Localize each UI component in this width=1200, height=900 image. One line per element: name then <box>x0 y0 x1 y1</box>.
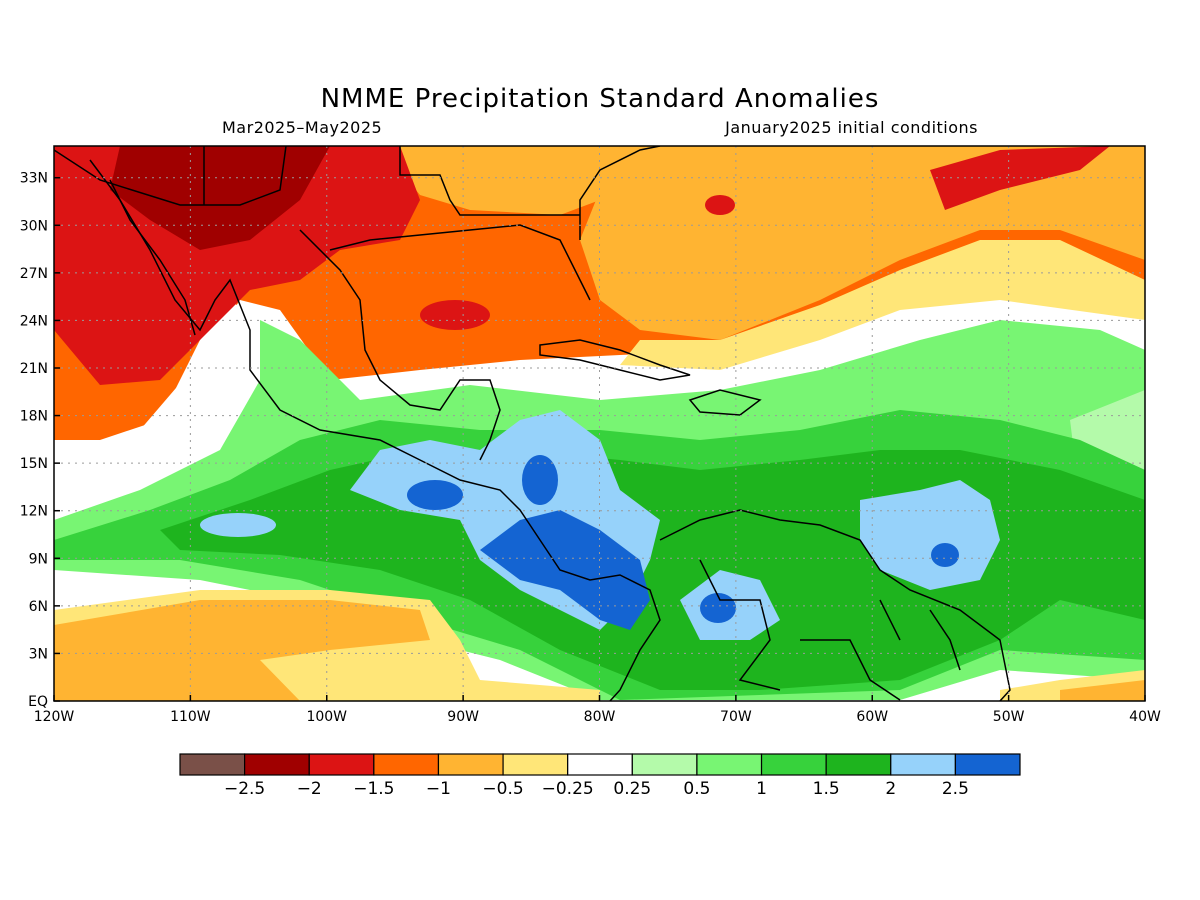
lon-tick-label: 110W <box>170 709 211 725</box>
lat-tick-label: 12N <box>20 504 48 520</box>
lon-tick-label: 50W <box>993 709 1025 725</box>
colorbar-swatch <box>631 753 698 776</box>
coastlines <box>54 146 1011 701</box>
grid <box>54 146 1145 701</box>
colorbar-label: −0.25 <box>542 779 594 799</box>
colorbar-label: 1.5 <box>813 779 840 799</box>
colorbar-label: −2.5 <box>224 779 265 799</box>
coastline-south-america <box>659 509 1011 701</box>
lon-tick-label: 60W <box>856 709 888 725</box>
lon-tick-label: 70W <box>720 709 752 725</box>
longitude-axis: 120W 110W 100W 90W 80W 70W 60W 50W 40W <box>34 695 1161 725</box>
colorbar-swatch <box>696 753 763 776</box>
region-lightblue-pacific <box>200 513 276 537</box>
lat-tick-label: 30N <box>20 218 48 234</box>
colorbar-swatch <box>954 753 1021 776</box>
region-blue-caribbean <box>522 455 558 505</box>
region-lightorange-atlantic <box>580 146 1145 340</box>
lon-tick-label: 120W <box>34 709 75 725</box>
region-red-atlantic-spot <box>705 195 735 215</box>
region-blue-honduras <box>407 480 463 510</box>
coastline-gulf <box>299 229 501 461</box>
lon-tick-label: 40W <box>1129 709 1161 725</box>
region-lightorange-gulf-north <box>380 146 620 215</box>
colorbar-label: 1 <box>756 779 767 799</box>
lat-tick-label: 27N <box>20 266 48 282</box>
lat-tick-label: 18N <box>20 409 48 425</box>
colorbar-label: −0.5 <box>482 779 523 799</box>
anomaly-field <box>54 146 1145 701</box>
lon-tick-label: 100W <box>306 709 347 725</box>
coastline-mexico-pacific <box>89 159 661 701</box>
initial-conditions: January2025 initial conditions <box>725 118 978 137</box>
region-red-gulf-spot <box>420 300 490 330</box>
lat-tick-label: 33N <box>20 171 48 187</box>
colorbar-label: −1 <box>426 779 451 799</box>
colorbar-swatch <box>760 753 827 776</box>
region-blue-central-america <box>480 510 650 630</box>
colorbar-label: 0.5 <box>683 779 710 799</box>
colorbar-label: 2 <box>885 779 896 799</box>
colorbar-swatch <box>567 753 633 776</box>
colorbar-label: 0.25 <box>613 779 651 799</box>
colorbar-swatch <box>890 753 956 776</box>
lon-tick-label: 80W <box>584 709 616 725</box>
colorbar-swatch <box>502 753 569 776</box>
lat-tick-label: 6N <box>29 599 48 615</box>
region-blue-atlantic <box>931 543 959 567</box>
colorbar-swatch <box>244 753 310 776</box>
coastline-gulf-north <box>329 224 591 301</box>
lat-tick-label: 9N <box>29 551 48 567</box>
lat-tick-label: EQ <box>28 694 48 710</box>
coastline-us-border <box>54 146 580 216</box>
colorbar-swatch <box>373 753 440 776</box>
colorbar-swatch <box>308 753 375 776</box>
lat-tick-label: 21N <box>20 361 48 377</box>
coastline-sa-borders <box>699 559 961 701</box>
latitude-axis: EQ 3N 6N 9N 12N 15N 18N 21N 24N 27N 30N 33N <box>20 171 60 710</box>
lat-tick-label: 24N <box>20 313 48 329</box>
map-title: NMME Precipitation Standard Anomalies <box>320 84 880 114</box>
lat-tick-label: 3N <box>29 646 48 662</box>
colorbar-label: 2.5 <box>942 779 969 799</box>
region-lightorange-se <box>1060 680 1145 701</box>
colorbar-label: −1.5 <box>353 779 394 799</box>
colorbar-label: −2 <box>297 779 322 799</box>
lon-tick-label: 90W <box>447 709 479 725</box>
coastline-hispaniola <box>688 389 762 416</box>
lat-tick-label: 15N <box>20 456 48 472</box>
coastline-cuba <box>539 339 691 381</box>
coastline-us-east <box>579 146 661 240</box>
forecast-period: Mar2025–May2025 <box>222 118 383 137</box>
colorbar-swatch <box>825 753 892 776</box>
colorbar-swatch <box>179 753 246 776</box>
region-orange-south-pacific <box>54 600 430 701</box>
colorbar: −2.5 −2 −1.5 −1 −0.5 −0.25 0.25 0.5 1 1.5 2 2.5 <box>179 753 1021 799</box>
colorbar-swatch <box>437 753 504 776</box>
coastline-baja <box>109 179 196 336</box>
region-lightblue-atlantic <box>860 480 1000 590</box>
region-darkred-sonora <box>110 146 330 250</box>
